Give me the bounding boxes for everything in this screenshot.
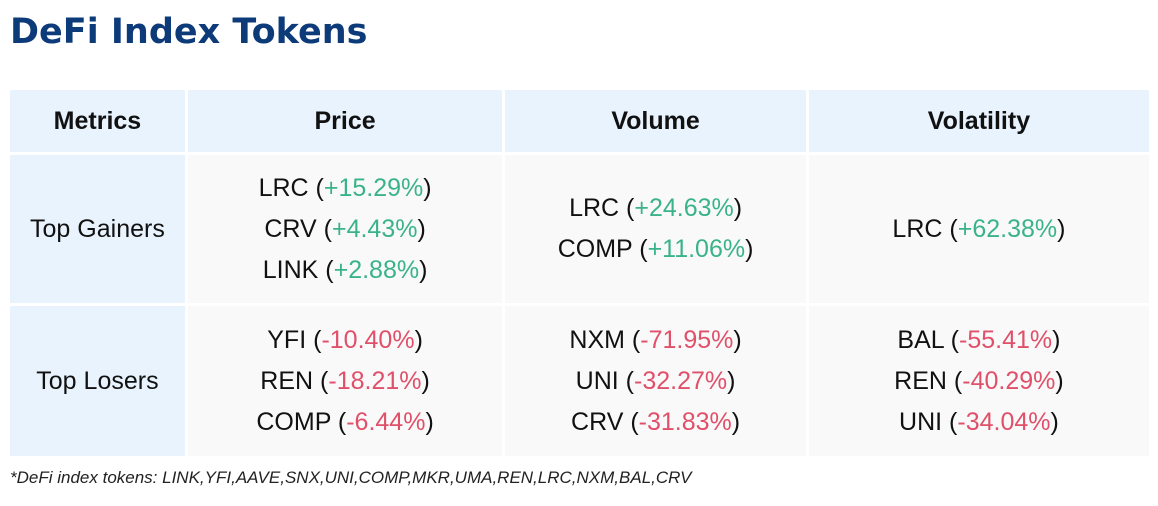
token-entry: LRC (+24.63%) (569, 194, 743, 222)
token-entry: LRC (+15.29%) (258, 173, 432, 202)
cell-losers-volatility: BAL (-55.41%) REN (-40.29%) UNI (-34.04%… (808, 306, 1149, 456)
cell-gainers-volatility: LRC (+62.38%) (808, 155, 1149, 303)
token-change: -18.21% (328, 366, 422, 395)
token-name: YFI (267, 325, 307, 354)
token-change: -40.29% (962, 366, 1056, 395)
token-name: COMP (557, 235, 633, 263)
token-entry: UNI (-34.04%) (899, 407, 1059, 436)
row-label-top-losers: Top Losers (10, 306, 185, 456)
token-entry: LINK (+2.88%) (262, 255, 428, 284)
token-name: COMP (256, 407, 331, 436)
token-name: LRC (569, 194, 620, 222)
header-price: Price (187, 90, 503, 152)
token-entry: REN (-40.29%) (894, 366, 1064, 395)
token-change: -32.27% (634, 366, 728, 395)
cell-losers-volume: NXM (-71.95%) UNI (-32.27%) CRV (-31.83%… (505, 306, 806, 456)
header-volume: Volume (505, 90, 806, 152)
token-change: -10.40% (321, 325, 415, 354)
token-change: +15.29% (323, 173, 424, 202)
token-name: CRV (571, 407, 624, 436)
token-entry: REN (-18.21%) (260, 366, 430, 395)
token-change: +24.63% (634, 194, 734, 222)
token-change: -31.83% (638, 407, 732, 436)
token-change: +2.88% (333, 255, 420, 284)
token-change: -6.44% (346, 407, 426, 436)
token-entry: BAL (-55.41%) (897, 325, 1061, 354)
cell-gainers-price: LRC (+15.29%) CRV (+4.43%) LINK (+2.88%) (187, 155, 503, 303)
token-entry: CRV (-31.83%) (571, 407, 741, 436)
token-name: NXM (569, 325, 625, 354)
token-name: LINK (262, 255, 319, 284)
token-name: CRV (264, 214, 317, 243)
token-change: +4.43% (331, 214, 418, 243)
header-metrics: Metrics (10, 90, 185, 152)
token-change: -34.04% (957, 407, 1051, 436)
token-name: REN (260, 366, 314, 395)
defi-table: Metrics Price Volume Volatility Top Gain… (7, 87, 1152, 459)
token-name: REN (894, 366, 947, 395)
table-row-top-losers: Top Losers YFI (-10.40%) REN (-18.21%) C… (10, 306, 1149, 456)
token-name: UNI (899, 407, 943, 436)
token-change: -71.95% (640, 325, 734, 354)
token-entry: CRV (+4.43%) (264, 214, 426, 243)
token-change: +62.38% (957, 214, 1058, 243)
footnote: *DeFi index tokens: LINK,YFI,AAVE,SNX,UN… (10, 468, 692, 487)
header-volatility: Volatility (808, 90, 1149, 152)
token-entry: COMP (+11.06%) (557, 235, 754, 263)
row-label-top-gainers: Top Gainers (10, 155, 185, 303)
token-name: LRC (258, 173, 309, 202)
token-change: -55.41% (959, 325, 1053, 354)
page-title: DeFi Index Tokens (10, 12, 368, 52)
token-name: UNI (575, 366, 619, 395)
token-entry: YFI (-10.40%) (267, 325, 423, 354)
token-name: LRC (892, 214, 943, 243)
header-row: Metrics Price Volume Volatility (10, 90, 1149, 152)
cell-losers-price: YFI (-10.40%) REN (-18.21%) COMP (-6.44%… (187, 306, 503, 456)
token-entry: NXM (-71.95%) (569, 325, 742, 354)
cell-gainers-volume: LRC (+24.63%) COMP (+11.06%) (505, 155, 806, 303)
token-change: +11.06% (647, 235, 746, 263)
token-name: BAL (897, 325, 944, 354)
table-row-top-gainers: Top Gainers LRC (+15.29%) CRV (+4.43%) L… (10, 155, 1149, 303)
token-entry: UNI (-32.27%) (575, 366, 736, 395)
token-entry: COMP (-6.44%) (256, 407, 434, 436)
token-entry: LRC (+62.38%) (892, 214, 1066, 243)
